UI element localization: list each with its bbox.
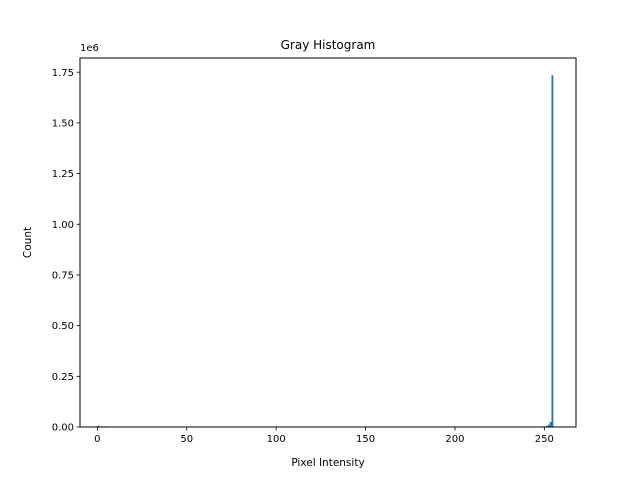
plot-frame <box>79 57 577 428</box>
histogram-bar <box>546 425 548 427</box>
y-tick-label: 1.25 <box>52 169 74 180</box>
y-axis-label: Count <box>22 227 34 258</box>
x-tick-label: 0 <box>94 434 100 445</box>
y-tick-label: 1.50 <box>52 118 74 129</box>
x-axis-ticks: 0 50 100 150 200 250 <box>94 427 554 445</box>
y-axis-multiplier: 1e6 <box>80 43 99 54</box>
y-tick-label: 0.50 <box>52 321 74 332</box>
x-tick-label: 50 <box>180 434 193 445</box>
y-tick-label: 1.75 <box>52 68 74 79</box>
y-axis-ticks: 0.00 0.25 0.50 0.75 1.00 1.25 1.50 1.75 <box>52 68 80 434</box>
x-axis-label: Pixel Intensity <box>291 457 364 469</box>
histogram-bar <box>551 75 554 427</box>
x-tick-label: 200 <box>445 434 464 445</box>
chart-title: Gray Histogram <box>281 38 376 52</box>
y-tick-label: 0.75 <box>52 271 74 282</box>
x-tick-label: 100 <box>267 434 286 445</box>
y-tick-label: 0.00 <box>52 423 74 434</box>
histogram-bar <box>547 424 550 427</box>
x-tick-label: 150 <box>356 434 375 445</box>
histogram-bar <box>97 425 100 427</box>
y-tick-label: 1.00 <box>52 220 74 231</box>
x-tick-label: 250 <box>535 434 554 445</box>
y-tick-label: 0.25 <box>52 372 74 383</box>
histogram-bar <box>549 421 552 427</box>
